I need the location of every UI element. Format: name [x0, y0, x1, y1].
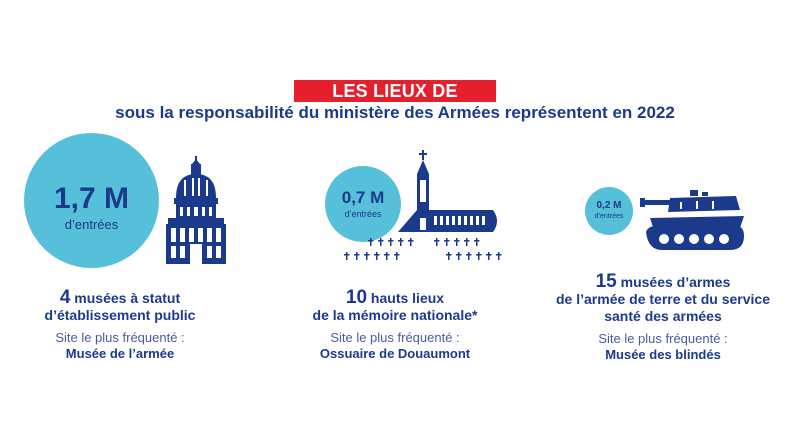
block-arms-museums: 15 musées d’armes de l’armée de terre et… — [548, 271, 778, 363]
site-label: Site le plus fréquenté : — [55, 330, 185, 345]
block-count: 10 — [345, 287, 368, 308]
site-label: Site le plus fréquenté : — [598, 331, 728, 346]
page-subtitle: sous la responsabilité du ministère des … — [115, 103, 675, 122]
block-line1: hauts lieux — [367, 290, 445, 306]
visitor-bubble-arms-museums: 0,2 M d’entrées — [585, 187, 633, 235]
visitor-label: d’entrées — [64, 217, 119, 232]
block-memorials: 10 hauts lieux de la mémoire nationale* … — [280, 287, 510, 362]
block-headline: 10 hauts lieux de la mémoire nationale* — [280, 287, 510, 324]
block-line2: de la mémoire nationale* — [312, 307, 478, 323]
block-line3: santé des armées — [604, 308, 722, 324]
invalides-dome-icon — [166, 156, 226, 264]
visitor-count: 1,7 M — [53, 182, 130, 215]
page-title: LES LIEUX DE MÉMOIRE — [294, 80, 496, 123]
visitor-label: d’entrées — [344, 209, 382, 219]
ossuary-icon — [344, 150, 502, 260]
block-headline: 15 musées d’armes de l’armée de terre et… — [548, 271, 778, 325]
visitor-bubble-memorials: 0,7 M d’entrées — [325, 166, 401, 242]
block-count: 15 — [595, 271, 617, 292]
site-label: Site le plus fréquenté : — [330, 330, 460, 345]
block-line1: musées d’armes — [616, 274, 731, 290]
block-line1: musées à statut — [70, 290, 181, 306]
site-name: Ossuaire de Douaumont — [319, 346, 471, 361]
block-line2: d’établissement public — [44, 307, 196, 323]
block-line2: de l’armée de terre et du service — [556, 291, 770, 307]
visitor-count: 0,7 M — [341, 188, 385, 207]
visitor-count: 0,2 M — [596, 200, 622, 211]
block-headline: 4 musées à statut d’établissement public — [20, 287, 220, 324]
site-name: Musée des blindés — [605, 347, 721, 362]
tank-icon — [640, 190, 744, 250]
site-name: Musée de l’armée — [65, 346, 175, 361]
visitor-bubble-museums: 1,7 M d’entrées — [24, 133, 159, 268]
visitor-label: d’entrées — [594, 213, 624, 220]
block-museums: 4 musées à statut d’établissement public… — [20, 287, 220, 362]
block-count: 4 — [59, 287, 71, 308]
